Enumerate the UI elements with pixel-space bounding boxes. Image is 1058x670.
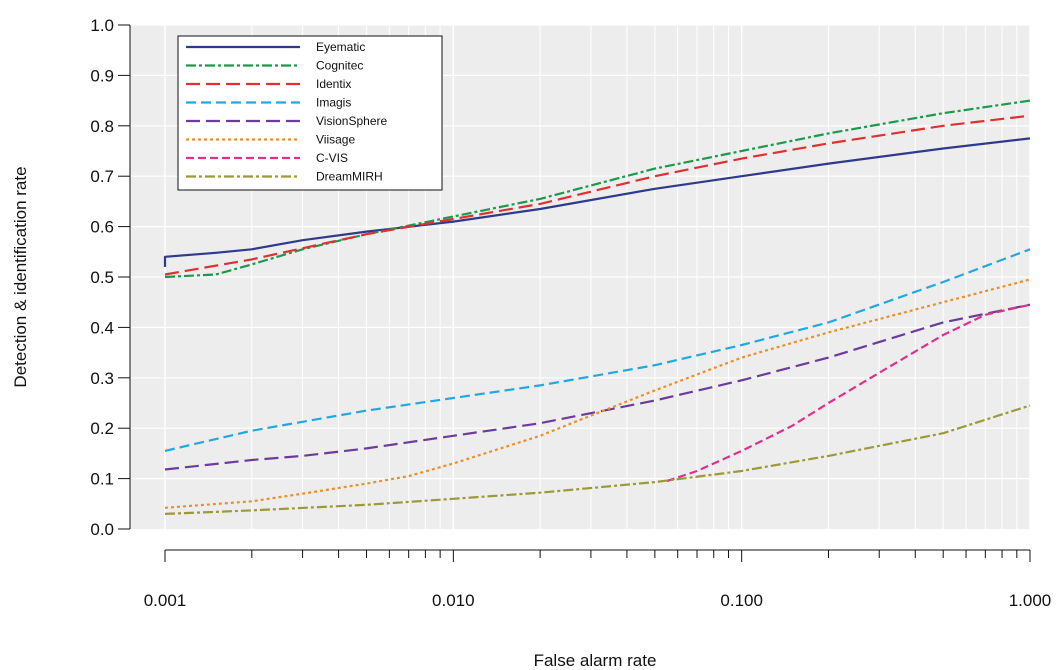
series-line-viisage bbox=[164, 278, 1031, 509]
series-line-eyematic bbox=[163, 137, 1031, 267]
legend-label: Identix bbox=[316, 77, 351, 91]
y-axis-title: Detection & identification rate bbox=[11, 166, 30, 387]
legend-label: Cognitec bbox=[316, 59, 363, 73]
legend-label: C-VIS bbox=[316, 151, 348, 165]
y-tick-label: 0.9 bbox=[90, 66, 114, 85]
x-axis: 0.001 0.010 0.100 1.000 bbox=[144, 549, 1052, 610]
series-line-cognitec bbox=[164, 99, 1031, 279]
series-line-visionsphere bbox=[164, 303, 1031, 471]
y-tick-label: 0.4 bbox=[90, 318, 114, 337]
y-tick-label: 0.1 bbox=[90, 470, 114, 489]
y-tick-label: 0.5 bbox=[90, 268, 114, 287]
series-line-imagis bbox=[164, 248, 1031, 452]
legend-label: Eyematic bbox=[316, 40, 365, 54]
y-tick-label: 0.2 bbox=[90, 419, 114, 438]
y-tick-label: 0.7 bbox=[90, 167, 114, 186]
y-axis: 0.0 0.1 0.2 0.3 0.4 0.5 0.6 0.7 0.8 0.9 1.0 bbox=[90, 16, 131, 539]
y-tick-label: 0.6 bbox=[90, 218, 114, 237]
legend-box bbox=[177, 35, 443, 191]
legend-label: VisionSphere bbox=[316, 114, 387, 128]
series-line-dreammirh bbox=[164, 404, 1031, 515]
legend: Eyematic Cognitec Identix Imagis VisionSpher… bbox=[177, 35, 443, 191]
x-tick-label: 0.010 bbox=[432, 591, 475, 610]
legend-label: Viisage bbox=[316, 133, 355, 147]
y-tick-label: 0.8 bbox=[90, 117, 114, 136]
x-tick-label: 0.100 bbox=[720, 591, 763, 610]
x-axis-title: False alarm rate bbox=[534, 651, 657, 670]
y-tick-label: 1.0 bbox=[90, 16, 114, 35]
y-tick-label: 0.3 bbox=[90, 369, 114, 388]
x-tick-label: 1.000 bbox=[1009, 591, 1052, 610]
x-tick-label: 0.001 bbox=[144, 591, 187, 610]
series-line-c-vis bbox=[666, 303, 1031, 483]
series-line-identix bbox=[164, 114, 1031, 276]
legend-label: Imagis bbox=[316, 96, 351, 110]
y-tick-label: 0.0 bbox=[90, 520, 114, 539]
legend-label: DreamMIRH bbox=[316, 170, 383, 184]
series-lines bbox=[163, 99, 1031, 515]
